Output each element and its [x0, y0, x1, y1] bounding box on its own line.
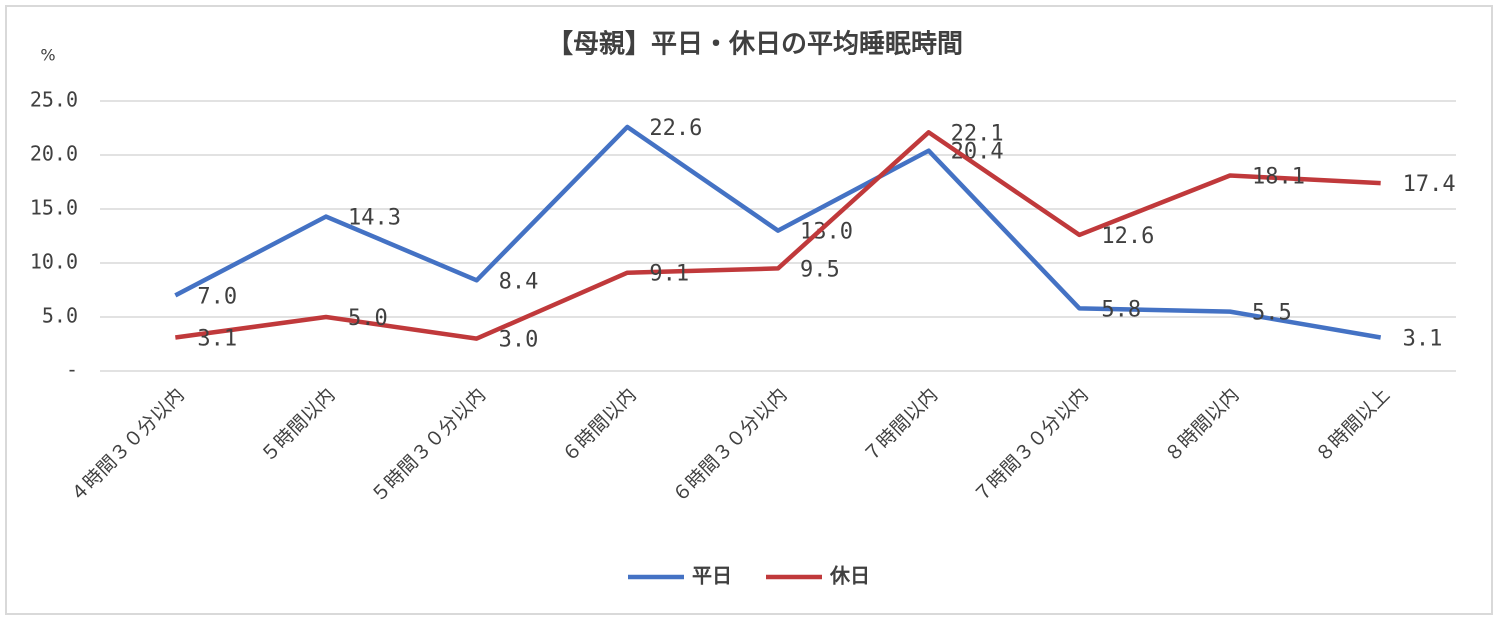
series-line: [174, 124, 1382, 340]
data-label: 17.4: [1403, 172, 1456, 197]
data-label: 18.1: [1252, 165, 1305, 190]
y-tick-label: 10.0: [30, 250, 78, 274]
data-label: 3.1: [1403, 327, 1443, 352]
series-line: [175, 130, 1381, 341]
y-tick-label: 15.0: [30, 196, 78, 220]
data-label: 9.5: [800, 257, 840, 282]
data-label: 5.8: [1101, 297, 1141, 322]
chart-border: [5, 5, 1493, 615]
y-tick-label: 25.0: [30, 88, 78, 112]
data-label: 5.0: [348, 306, 388, 331]
data-label: 9.1: [649, 262, 689, 287]
y-tick-label: 5.0: [42, 304, 78, 328]
data-label: 12.6: [1101, 224, 1154, 249]
y-axis-label: %: [40, 46, 55, 65]
data-label: 7.0: [197, 284, 237, 309]
legend-label: 平日: [692, 564, 732, 588]
data-label: 3.1: [197, 327, 237, 352]
legend-label: 休日: [829, 564, 870, 588]
data-label: 14.3: [348, 206, 401, 231]
chart-title: 【母親】平日・休日の平均睡眠時間: [547, 30, 963, 60]
data-label: 3.0: [499, 328, 539, 353]
data-label: 5.5: [1252, 301, 1292, 326]
data-label: 8.4: [499, 269, 539, 294]
data-label: 22.6: [649, 116, 702, 141]
y-tick-label: -: [66, 358, 78, 382]
y-tick-label: 20.0: [30, 142, 78, 166]
data-label: 22.1: [951, 121, 1004, 146]
